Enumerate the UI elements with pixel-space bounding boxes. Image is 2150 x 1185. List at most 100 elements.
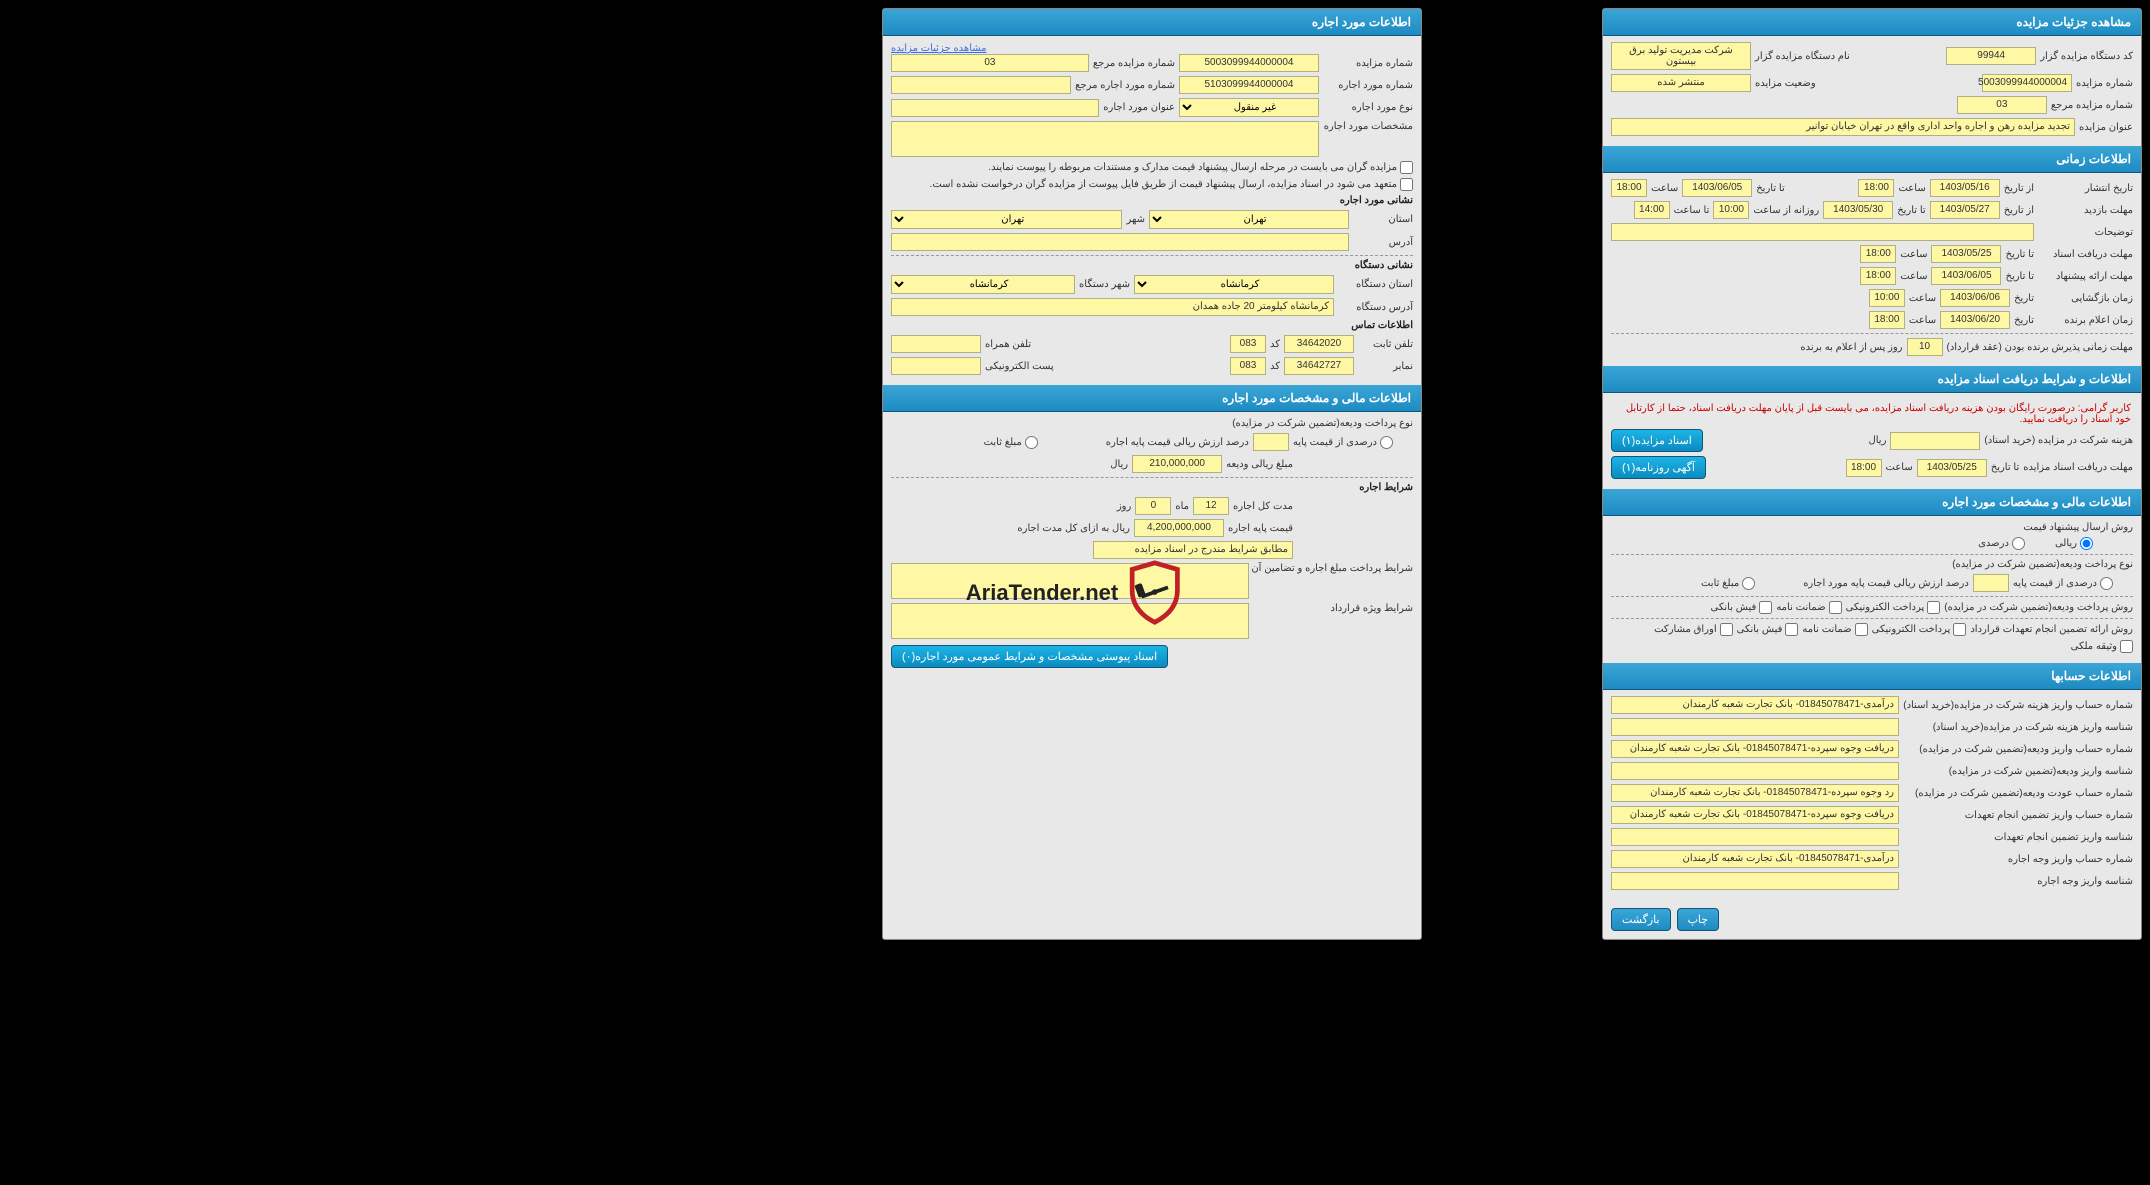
acc7-val [1611, 828, 1899, 846]
to-lbl-1: تا تاریخ [1756, 183, 1785, 194]
visit-to: 1403/05/30 [1823, 201, 1893, 219]
chk-vasighe[interactable]: وثیقه ملکی [2071, 640, 2133, 653]
tel-code: 083 [1230, 335, 1266, 353]
contract-cond-textarea[interactable] [891, 603, 1249, 639]
chk-oragh[interactable]: اوراق مشارکت [1654, 623, 1733, 636]
dev-city-select[interactable]: کرمانشاه [891, 275, 1075, 294]
chk-note2[interactable]: متعهد می شود در اسناد مزایده، ارسال پیشن… [930, 178, 1413, 191]
item-no-val: 5103099944000004 [1179, 76, 1319, 94]
fax-val: 34642727 [1284, 357, 1354, 375]
pay-cond-textarea[interactable] [891, 563, 1249, 599]
to-lbl-5: تا تاریخ [1991, 462, 2020, 473]
news-button[interactable]: آگهی روزنامه(۱) [1611, 456, 1706, 479]
asnad-button[interactable]: اسناد مزایده(۱) [1611, 429, 1703, 452]
rial-lbl: ریال [1110, 459, 1128, 470]
from-lbl: از تاریخ [2004, 183, 2034, 194]
fee-unit: ریال [1868, 435, 1886, 446]
fee-val [1890, 432, 1980, 450]
offer-to: 1403/06/05 [1931, 267, 2001, 285]
dev-prov-lbl: استان دستگاه [1338, 279, 1413, 290]
chk-fish2[interactable]: فیش بانکی [1737, 623, 1799, 636]
winner-lbl: زمان اعلام برنده [2038, 315, 2133, 326]
acc6-lbl: شماره حساب واریز تضمین انجام تعهدات [1903, 810, 2133, 821]
acc9-val [1611, 872, 1899, 890]
chk-fish[interactable]: فیش بانکی [1711, 601, 1773, 614]
city-select[interactable]: تهران [891, 210, 1122, 229]
marja-lbl-l: شماره مزایده مرجع [1093, 58, 1175, 69]
chk-note1[interactable]: مزایده گران می بایست در مرحله ارسال پیشن… [988, 161, 1413, 174]
accept-unit: روز پس از اعلام به برنده [1800, 342, 1902, 353]
mob-val [891, 335, 981, 353]
radio-pct[interactable]: درصدی [1978, 537, 2025, 550]
time-lbl-2: ساعت [1651, 183, 1678, 194]
base-unit: ریال به ازای کل مدت اجاره [1017, 523, 1130, 534]
fax-code-lbl: کد [1270, 361, 1280, 372]
tel-lbl: تلفن ثابت [1358, 339, 1413, 350]
radio-rial[interactable]: ریالی [2055, 537, 2093, 550]
time-lbl-3: ساعت [1900, 249, 1927, 260]
back-button[interactable]: بازگشت [1611, 908, 1671, 931]
acc2-lbl: شناسه واریز هزینه شرکت در مزایده(خرید اس… [1903, 722, 2133, 733]
action-row: چاپ بازگشت [1603, 900, 2141, 939]
base-val: 4,200,000,000 [1134, 519, 1224, 537]
item-no-lbl: شماره مورد اجاره [1323, 80, 1413, 91]
doc-deadline-t: 18:00 [1846, 459, 1882, 477]
time-lbl-1: ساعت [1898, 183, 1925, 194]
pub-to-t: 18:00 [1611, 179, 1647, 197]
base-val-lbl-r: درصد ارزش ریالی قیمت پایه مورد اجاره [1803, 578, 1969, 589]
doc-notice: کاربر گرامی: درصورت رایگان بودن هزینه در… [1611, 399, 2133, 429]
desc-val [1611, 223, 2034, 241]
doc-to-t: 18:00 [1860, 245, 1896, 263]
hdr-fin-r: اطلاعات مالی و مشخصات مورد اجاره [1603, 489, 2141, 516]
daily-lbl: روزانه از ساعت [1753, 205, 1819, 216]
to-time-lbl: تا ساعت [1674, 205, 1710, 216]
dur-d: 0 [1135, 497, 1171, 515]
acc1-val: درآمدی-01845078471- بانک تجارت شعبه کارم… [1611, 696, 1899, 714]
acc6-val: دریافت وجوه سپرده-01845078471- بانک تجار… [1611, 806, 1899, 824]
type-lbl: نوع مورد اجاره [1323, 102, 1413, 113]
radio-base-pct-r[interactable]: درصدی از قیمت پایه [2013, 577, 2113, 590]
chk-elec[interactable]: پرداخت الکترونیکی [1846, 601, 1941, 614]
spec-textarea[interactable] [891, 121, 1319, 157]
shomare-lbl: شماره مزایده [2076, 78, 2133, 89]
right-panel: مشاهده جزئیات مزایده کد دستگاه مزایده گز… [1602, 8, 2142, 940]
type-select[interactable]: غیر منقول [1179, 98, 1319, 117]
accept-lbl: مهلت زمانی پذیرش برنده بودن (عقد قرارداد… [1947, 342, 2134, 353]
addr-lbl: آدرس [1353, 237, 1413, 248]
attach-button[interactable]: اسناد پیوستی مشخصات و شرایط عمومی مورد ا… [891, 645, 1168, 668]
chk-zaman2[interactable]: ضمانت نامه [1802, 623, 1867, 636]
spec-lbl: مشخصات مورد اجاره [1323, 121, 1413, 132]
offer-to-t: 18:00 [1860, 267, 1896, 285]
base-lbl: قیمت پایه اجاره [1228, 523, 1293, 534]
marja-val-l: 03 [891, 54, 1089, 72]
dev-prov-select[interactable]: کرمانشاه [1134, 275, 1334, 294]
to-lbl-2: تا تاریخ [1897, 205, 1926, 216]
email-val [891, 357, 981, 375]
radio-fixed-r[interactable]: مبلغ ثابت [1701, 577, 1755, 590]
pay-cond-lbl: شرایط پرداخت مبلغ اجاره و تضامین آن [1253, 563, 1413, 574]
chk-zaman[interactable]: ضمانت نامه [1776, 601, 1841, 614]
hdr-main-l: اطلاعات مورد اجاره [883, 9, 1421, 36]
radio-base-pct-l[interactable]: درصدی از قیمت پایه [1293, 436, 1393, 449]
kod-lbl: کد دستگاه مزایده گزار [2040, 51, 2133, 62]
dev-title: نشانی دستگاه [891, 260, 1413, 271]
print-button[interactable]: چاپ [1677, 908, 1720, 931]
dev-city-lbl: شهر دستگاه [1079, 279, 1130, 290]
open-t: 10:00 [1869, 289, 1905, 307]
prov-select[interactable]: تهران [1149, 210, 1349, 229]
visit-from: 1403/05/27 [1930, 201, 2000, 219]
item-marja-val [891, 76, 1071, 94]
fin-body-l: نوع پرداخت ودیعه(تضمین شرکت در مزایده) د… [883, 412, 1421, 674]
date-lbl-1: تاریخ [2014, 293, 2034, 304]
kod-val: 99944 [1946, 47, 2036, 65]
dur-m: 12 [1193, 497, 1229, 515]
radio-fixed-l[interactable]: مبلغ ثابت [984, 436, 1038, 449]
details-body: کد دستگاه مزایده گزار 99944 نام دستگاه م… [1603, 36, 2141, 146]
mob-lbl: تلفن همراه [985, 339, 1031, 350]
details-link[interactable]: مشاهده جزئیات مزایده [891, 43, 987, 54]
chk-elec2[interactable]: پرداخت الکترونیکی [1872, 623, 1967, 636]
open-date: 1403/06/06 [1940, 289, 2010, 307]
city-lbl: شهر [1126, 214, 1145, 225]
from-lbl-2: از تاریخ [2004, 205, 2034, 216]
to-lbl-4: تا تاریخ [2005, 271, 2034, 282]
